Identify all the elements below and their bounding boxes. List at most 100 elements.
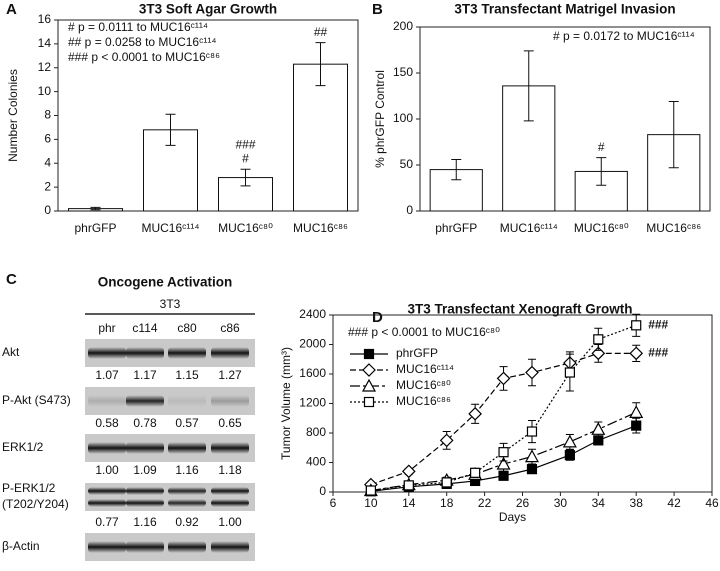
error-bar [240,168,251,187]
error-bar [523,50,534,122]
y-tick-label: 400 [306,455,326,469]
y-axis-label: Number Colonies [6,69,20,162]
blot-band [211,442,249,454]
x-tick-label: 46 [705,496,719,510]
blot-band [88,487,126,495]
blot-band [126,487,164,495]
legend-label: phrGFP [396,346,438,360]
densitometry-value: 0.92 [175,515,199,529]
blot-band [168,442,206,454]
error-bar [90,206,101,211]
blot-title: Oncogene Activation [98,275,233,290]
blot-band [126,541,164,553]
y-tick-label: 8 [44,108,51,122]
densitometry-value: 0.57 [175,416,199,430]
row-label: Akt [2,345,20,359]
x-tick-label: 22 [478,496,492,510]
blot-band [88,499,126,507]
point [403,480,414,491]
y-tick-label: 2 [44,179,51,193]
blot-band [88,541,126,553]
densitometry-value: 1.18 [218,463,242,477]
y-tick-label: 16 [38,12,52,26]
blot-band [126,395,164,407]
y-tick-label: 1200 [299,396,326,410]
legend-label: MUC16ᶜ¹¹⁴ [396,362,454,376]
y-tick-label: 150 [393,65,413,79]
group-label: 3T3 [160,297,181,311]
row-label: β-Actin [2,539,40,553]
blot-band [126,442,164,454]
densitometry-value: 1.00 [95,463,119,477]
point [526,464,538,475]
x-tick-label: MUC16ᶜ¹¹⁴ [141,221,199,235]
end-annotation: ### [648,317,668,331]
y-tick-label: 200 [393,19,413,33]
blot-band [211,541,249,553]
row-label: (T202/Y204) [2,497,69,511]
chart-title: 3T3 Transfectant Matrigel Invasion [454,2,675,17]
lane-label: phr [98,321,115,335]
densitometry-value: 1.16 [175,463,199,477]
x-tick-label: MUC16ᶜ⁸⁶ [646,221,701,235]
annotation: # p = 0.0111 to MUC16ᶜ¹¹⁴ [68,20,208,34]
error-bar [315,42,326,87]
annotation: ### p < 0.0001 to MUC16ᶜ⁸⁰ [348,325,500,339]
y-tick-label: 14 [38,36,52,50]
y-tick-label: 10 [38,84,52,98]
x-tick-label: 38 [630,496,644,510]
y-tick-label: 4 [44,155,51,169]
bar-annotation: ## [314,25,328,39]
point [365,485,376,496]
x-axis-label: Days [499,510,526,524]
error-bar [165,113,176,146]
point [631,420,642,431]
row-label: P-Akt (S473) [2,393,71,407]
y-tick-label: 2400 [299,307,326,321]
blot-band [126,347,164,359]
densitometry-value: 0.65 [218,416,242,430]
point [591,422,606,435]
bar-annotation: # [242,151,249,165]
densitometry-value: 1.00 [218,515,242,529]
panel-letter: A [6,1,17,18]
blot-band [88,395,126,407]
x-tick-label: MUC16ᶜ⁸⁶ [293,221,348,235]
legend-label: MUC16ᶜ⁸⁶ [396,394,451,408]
error-bar [668,101,679,169]
end-annotation: ### [648,346,668,360]
panel-letter: B [372,1,383,18]
annotation: ### p < 0.0001 to MUC16ᶜ⁸⁶ [68,50,220,64]
point [593,334,604,345]
y-tick-label: 100 [393,111,413,125]
chart-title: 3T3 Soft Agar Growth [139,2,277,17]
point [562,434,577,448]
x-tick-label: MUC16ᶜ⁸⁰ [218,221,273,235]
point [496,456,511,470]
lane-label: c80 [177,321,197,335]
lane-label: c86 [220,321,240,335]
blot-band [211,499,249,507]
densitometry-value: 0.58 [95,416,119,430]
point [468,406,482,421]
error-bar [451,158,462,181]
point [629,346,644,361]
point [524,449,539,463]
point [526,426,538,437]
blot-band [168,487,206,495]
y-tick-label: 50 [400,157,414,171]
plot-frame [332,314,713,493]
point [441,477,452,488]
panel-letter: C [6,271,17,288]
point [593,435,604,446]
x-tick-label: MUC16ᶜ⁸⁰ [574,221,629,235]
bar-annotation: # [598,140,605,154]
bar [293,63,348,212]
x-tick-label: 42 [667,496,681,510]
legend-marker [362,363,376,377]
legend-marker [361,378,377,392]
y-tick-label: 0 [319,484,326,498]
y-tick-label: 2000 [299,337,326,351]
x-tick-label: 26 [516,496,530,510]
